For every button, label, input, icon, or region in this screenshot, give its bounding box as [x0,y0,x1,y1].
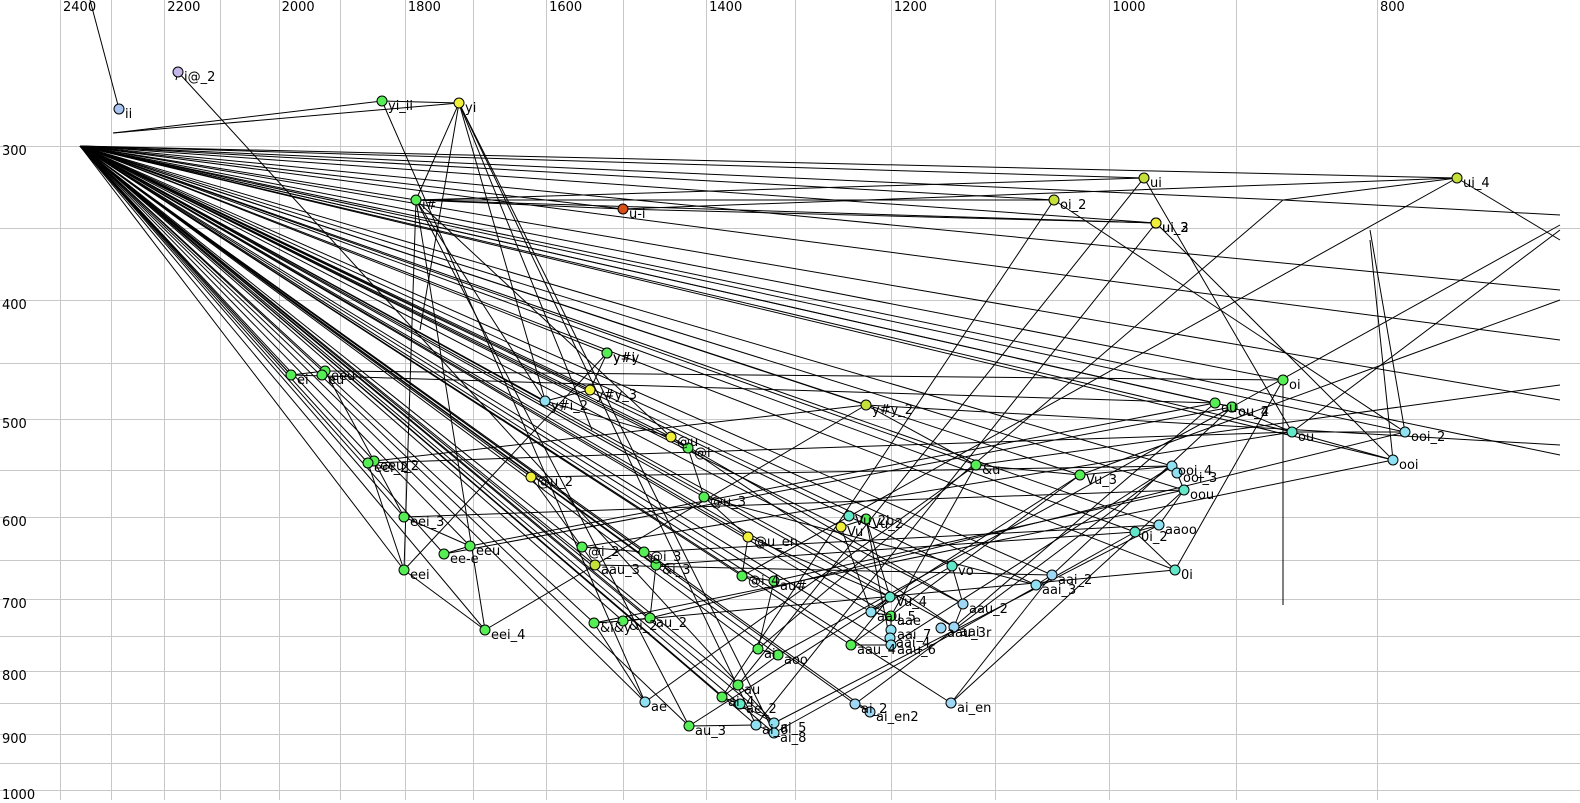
data-point[interactable] [683,720,695,732]
x-axis-tick-label: 1400 [709,0,743,15]
data-point[interactable] [584,384,596,396]
data-point[interactable] [843,510,855,522]
data-point[interactable] [742,531,754,543]
data-point[interactable] [113,103,125,115]
data-point[interactable] [1178,484,1190,496]
data-point[interactable] [750,719,762,731]
data-point[interactable] [644,612,656,624]
data-point[interactable] [639,696,651,708]
x-axis-tick-label: 1200 [893,0,928,15]
data-point[interactable] [1138,172,1150,184]
data-point[interactable] [1150,217,1162,229]
y-axis-tick-label: 900 [2,731,27,747]
x-axis-tick-label: 2200 [167,0,201,15]
data-point[interactable] [398,511,410,523]
x-axis-tick-label: 2400 [63,0,97,15]
data-point[interactable] [665,431,677,443]
data-point[interactable] [935,622,947,634]
data-point[interactable] [398,564,410,576]
y-axis-tick-label: 500 [2,417,27,433]
data-point[interactable] [376,95,388,107]
trajectory-lines [79,0,1561,734]
data-point[interactable] [736,570,748,582]
x-axis-tick-label: 2000 [281,0,315,15]
data-point[interactable] [752,643,764,655]
data-point[interactable] [601,347,613,359]
data-point[interactable] [539,395,551,407]
data-point[interactable] [1451,172,1463,184]
data-point[interactable] [885,610,897,622]
data-point[interactable] [698,491,710,503]
data-point[interactable] [588,617,600,629]
data-point[interactable] [1277,374,1289,386]
data-point[interactable] [285,369,297,381]
data-point[interactable] [1048,194,1060,206]
data-point[interactable] [362,457,374,469]
data-point[interactable] [1399,426,1411,438]
data-point[interactable] [884,591,896,603]
data-point[interactable] [849,698,861,710]
data-point[interactable] [768,575,780,587]
data-point[interactable] [172,66,184,78]
data-point[interactable] [589,559,601,571]
x-axis-tick-label: 1800 [407,0,441,15]
data-points [113,66,1463,739]
data-point[interactable] [617,615,629,627]
data-point[interactable] [768,727,780,739]
data-point[interactable] [650,559,662,571]
data-point[interactable] [1129,526,1141,538]
data-point[interactable] [617,203,629,215]
data-point[interactable] [316,369,328,381]
data-point[interactable] [716,691,728,703]
data-point[interactable] [576,541,588,553]
data-point[interactable] [864,706,876,718]
data-point[interactable] [946,560,958,572]
y-axis-tick-label: 600 [2,514,27,530]
data-point[interactable] [768,717,780,729]
data-point[interactable] [860,513,872,525]
data-point[interactable] [410,194,422,206]
y-axis-tick-label: 1000 [2,788,36,803]
data-point[interactable] [1209,397,1221,409]
data-point[interactable] [1153,519,1165,531]
data-point[interactable] [860,399,872,411]
data-point[interactable] [1169,564,1181,576]
data-point[interactable] [734,698,746,710]
data-point[interactable] [885,639,897,651]
data-point[interactable] [835,521,847,533]
data-point[interactable] [948,621,960,633]
data-point[interactable] [479,624,491,636]
y-axis-tick-label: 700 [2,597,27,613]
data-point[interactable] [1387,454,1399,466]
data-point[interactable] [1046,569,1058,581]
data-point[interactable] [732,679,744,691]
data-point[interactable] [772,649,784,661]
x-axis-tick-label: 1000 [1112,0,1146,15]
data-point[interactable] [1030,579,1042,591]
data-point[interactable] [865,606,877,618]
data-point[interactable] [438,548,450,560]
data-point[interactable] [957,598,969,610]
data-point[interactable] [682,442,694,454]
y-axis-tick-label: 300 [2,144,27,159]
data-point[interactable] [845,639,857,651]
x-axis-tick-label: 1600 [549,0,583,15]
data-point[interactable] [453,97,465,109]
data-point[interactable] [1074,469,1086,481]
data-point[interactable] [1226,401,1238,413]
y-axis-tick-label: 400 [2,297,27,313]
data-point[interactable] [1171,467,1183,479]
x-axis-tick-label: 800 [1380,0,1405,15]
data-point[interactable] [1286,426,1298,438]
data-point[interactable] [970,459,982,471]
y-axis-tick-label: 800 [2,668,27,684]
data-point[interactable] [945,697,957,709]
data-point[interactable] [525,471,537,483]
data-point[interactable] [464,540,476,552]
data-point[interactable] [638,546,650,558]
